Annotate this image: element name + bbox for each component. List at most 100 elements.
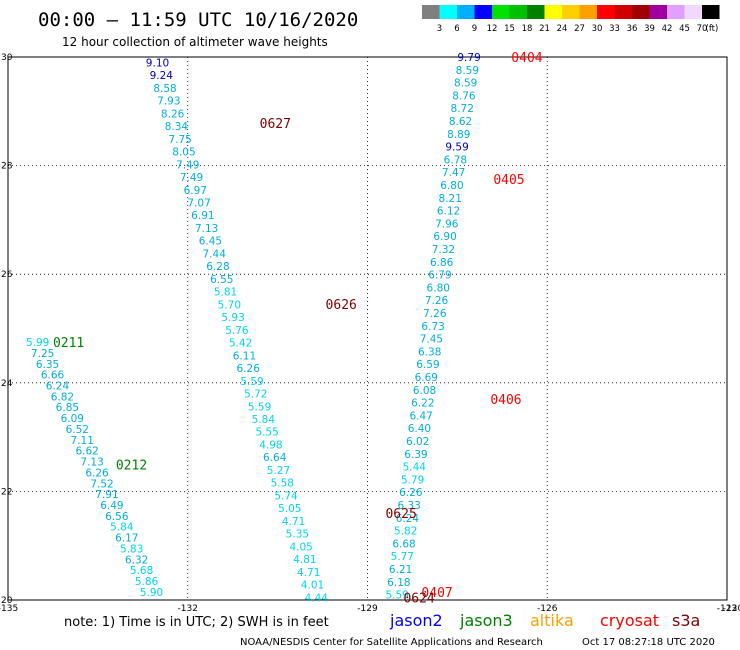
x-tick-label: -129 <box>357 604 378 614</box>
color-scale-swatch <box>422 5 440 19</box>
wave-height-value: 7.26 <box>423 308 447 320</box>
wave-height-value: 6.97 <box>184 185 207 197</box>
wave-height-value: 7.52 <box>90 478 113 490</box>
wave-height-value: 4.71 <box>297 567 320 579</box>
wave-height-value: 5.74 <box>274 490 298 502</box>
wave-height-value: 7.11 <box>71 435 94 447</box>
wave-height-value: 7.93 <box>157 96 180 108</box>
wave-height-value: 8.59 <box>456 65 479 77</box>
wave-height-value: 6.49 <box>100 500 123 512</box>
color-scale-label: 27 <box>574 24 585 34</box>
x-tick-labels: -135 -132 -129 -126 -123-120 <box>0 604 740 614</box>
wave-height-value: 5.59 <box>385 590 408 602</box>
chart-title: 00:00 – 11:59 UTC 10/16/2020 <box>38 9 358 31</box>
time-label: 0212 <box>116 458 147 473</box>
wave-height-value: 7.44 <box>203 248 227 260</box>
wave-height-value: 5.81 <box>214 287 237 299</box>
wave-height-value: 7.96 <box>435 218 459 230</box>
color-scale-unit: (ft) <box>706 24 719 34</box>
color-scale-swatch <box>439 5 457 19</box>
wave-height-value: 5.79 <box>401 474 424 486</box>
wave-height-value: 5.70 <box>218 299 241 311</box>
wave-height-value: 7.49 <box>180 172 203 184</box>
wave-height-value: 7.13 <box>80 457 103 469</box>
wave-height-value: 6.28 <box>206 261 229 273</box>
time-label: 0624 <box>403 591 434 606</box>
wave-height-value: 9.24 <box>150 70 174 82</box>
wave-height-value: 6.80 <box>440 180 463 192</box>
color-scale-label: 33 <box>609 24 620 34</box>
wave-height-value: 6.02 <box>406 436 429 448</box>
wave-height-value: 6.21 <box>389 564 412 576</box>
color-scale-swatch <box>474 5 492 19</box>
wave-height-value: 5.59 <box>248 401 271 413</box>
wave-height-value: 9.10 <box>146 57 169 69</box>
wave-height-value: 5.76 <box>225 325 249 337</box>
color-scale-label: 70 <box>697 24 708 34</box>
wave-height-value: 6.08 <box>413 385 436 397</box>
time-label: 0211 <box>53 336 84 351</box>
color-scale-swatch <box>632 5 650 19</box>
wave-height-value: 4.01 <box>301 580 324 592</box>
color-scale-swatch <box>492 5 510 19</box>
wave-height-value: 7.91 <box>95 489 118 501</box>
y-tick-label: 20 <box>1 596 13 606</box>
wave-height-value: 7.47 <box>442 167 465 179</box>
wave-height-value: 8.62 <box>449 116 472 128</box>
wave-height-value: 6.59 <box>416 359 439 371</box>
color-scale-label: 6 <box>454 24 459 34</box>
wave-height-value: 5.44 <box>403 462 427 474</box>
color-scale-swatch <box>457 5 475 19</box>
wave-height-value: 6.68 <box>392 538 415 550</box>
wave-height-value: 6.24 <box>396 513 420 525</box>
wave-height-value: 6.56 <box>105 511 129 523</box>
wave-height-value: 7.07 <box>187 198 210 210</box>
wave-height-value: 6.26 <box>237 363 261 375</box>
wave-height-value: 5.93 <box>221 312 244 324</box>
wave-height-value: 6.66 <box>41 370 65 382</box>
color-scale-label: 3 <box>437 24 442 34</box>
satellite-legend-item: altika <box>530 611 574 630</box>
y-tick-label: 22 <box>1 487 12 497</box>
color-scale-label: 42 <box>662 24 673 34</box>
wave-height-value: 4.81 <box>293 554 316 566</box>
satellite-legend-item: cryosat <box>600 611 659 630</box>
wave-height-value: 6.33 <box>397 500 420 512</box>
wave-height-value: 5.83 <box>120 543 143 555</box>
time-label: 0625 <box>385 507 416 522</box>
wave-height-value: 8.26 <box>161 108 185 120</box>
wave-height-value: 5.55 <box>255 427 278 439</box>
color-scale-label: 12 <box>487 24 498 34</box>
color-scale-legend: 3 6 9 12 15 18 21 24 27 30 33 36 39 42 45 70(ft) <box>422 5 720 34</box>
grid-lines <box>8 57 727 600</box>
wave-height-value: 5.58 <box>271 478 294 490</box>
color-scale-swatch <box>597 5 615 19</box>
wave-height-value: 5.68 <box>130 565 153 577</box>
wave-height-value: 5.72 <box>244 389 267 401</box>
x-tick-label: -126 <box>537 604 558 614</box>
wave-height-value: 6.38 <box>418 346 441 358</box>
color-scale-label: 18 <box>522 24 533 34</box>
wave-height-value: 6.26 <box>399 487 423 499</box>
wave-height-value: 6.12 <box>437 206 460 218</box>
time-label: 0627 <box>260 117 291 132</box>
wave-height-value: 7.45 <box>420 334 443 346</box>
wave-height-value: 7.25 <box>31 348 54 360</box>
wave-height-value: 5.84 <box>110 522 134 534</box>
wave-height-value: 6.40 <box>408 423 431 435</box>
wave-height-value: 5.99 <box>26 337 49 349</box>
satellite-legend: jason2 jason3 altika cryosat s3a <box>389 611 700 630</box>
wave-height-value: 8.21 <box>439 193 462 205</box>
wave-height-value: 6.24 <box>46 381 70 393</box>
color-scale-swatch <box>509 5 527 19</box>
wave-height-value: 6.32 <box>125 554 148 566</box>
wave-height-value: 9.79 <box>457 52 480 64</box>
color-scale-swatch <box>527 5 545 19</box>
wave-height-value: 6.22 <box>411 398 434 410</box>
color-scale-label: 30 <box>592 24 603 34</box>
wave-height-value: 7.26 <box>425 295 449 307</box>
satellite-legend-item: jason2 <box>389 611 443 630</box>
wave-height-value: 6.09 <box>61 413 84 425</box>
wave-height-value: 6.80 <box>427 282 450 294</box>
